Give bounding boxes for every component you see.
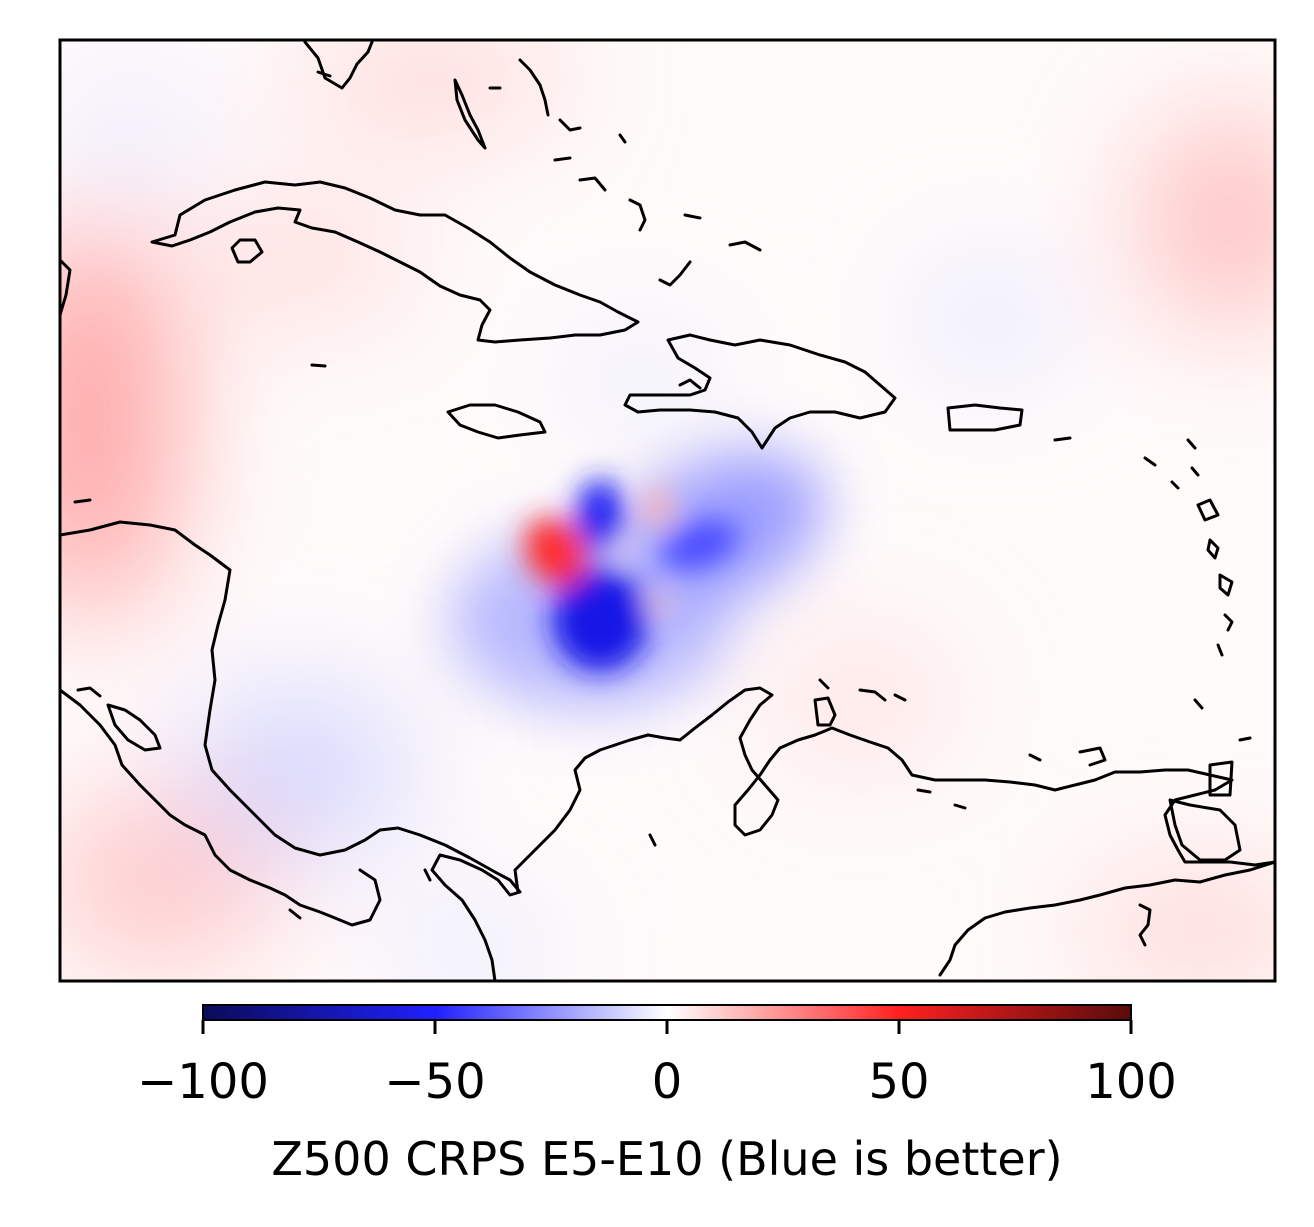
colorbar-tick-label: −100 <box>137 1054 269 1110</box>
coast-bahamas <box>453 78 487 150</box>
coast-cuba <box>150 180 640 344</box>
colorbar-tick-label: 0 <box>652 1054 683 1110</box>
background-anomalies <box>60 40 1275 981</box>
map-frame <box>58 38 1277 983</box>
western-red-lobe <box>524 517 586 587</box>
coast-jamaica <box>446 403 547 440</box>
northern-blue-lobe <box>576 479 624 551</box>
colorbar-gradient <box>202 1004 1132 1021</box>
coast-florida <box>303 40 374 90</box>
coast-south-america <box>513 686 1275 894</box>
eastern-red-spot <box>644 488 672 528</box>
eastern-blue-arm <box>661 520 739 570</box>
colorbar-tick-label: 50 <box>868 1054 929 1110</box>
coast-puerto-rico <box>946 403 1024 432</box>
colorbar-label: Z500 CRPS E5-E10 (Blue is better) <box>271 1132 1062 1186</box>
coast-central-america <box>60 520 522 981</box>
colorbar: −100 −50 0 50 100 Z500 CRPS E5-E10 (Blue is … <box>137 1004 1177 1186</box>
coastlines <box>60 40 1275 981</box>
southern-blue-lobe <box>552 568 648 672</box>
colorbar-tick-label: −50 <box>384 1054 485 1110</box>
map-panel <box>60 40 1275 981</box>
colorbar-ticks: −100 −50 0 50 100 <box>137 1020 1177 1110</box>
central-anomaly <box>450 451 824 710</box>
colorbar-tick-label: 100 <box>1085 1054 1177 1110</box>
coast-hispaniola <box>623 333 897 450</box>
